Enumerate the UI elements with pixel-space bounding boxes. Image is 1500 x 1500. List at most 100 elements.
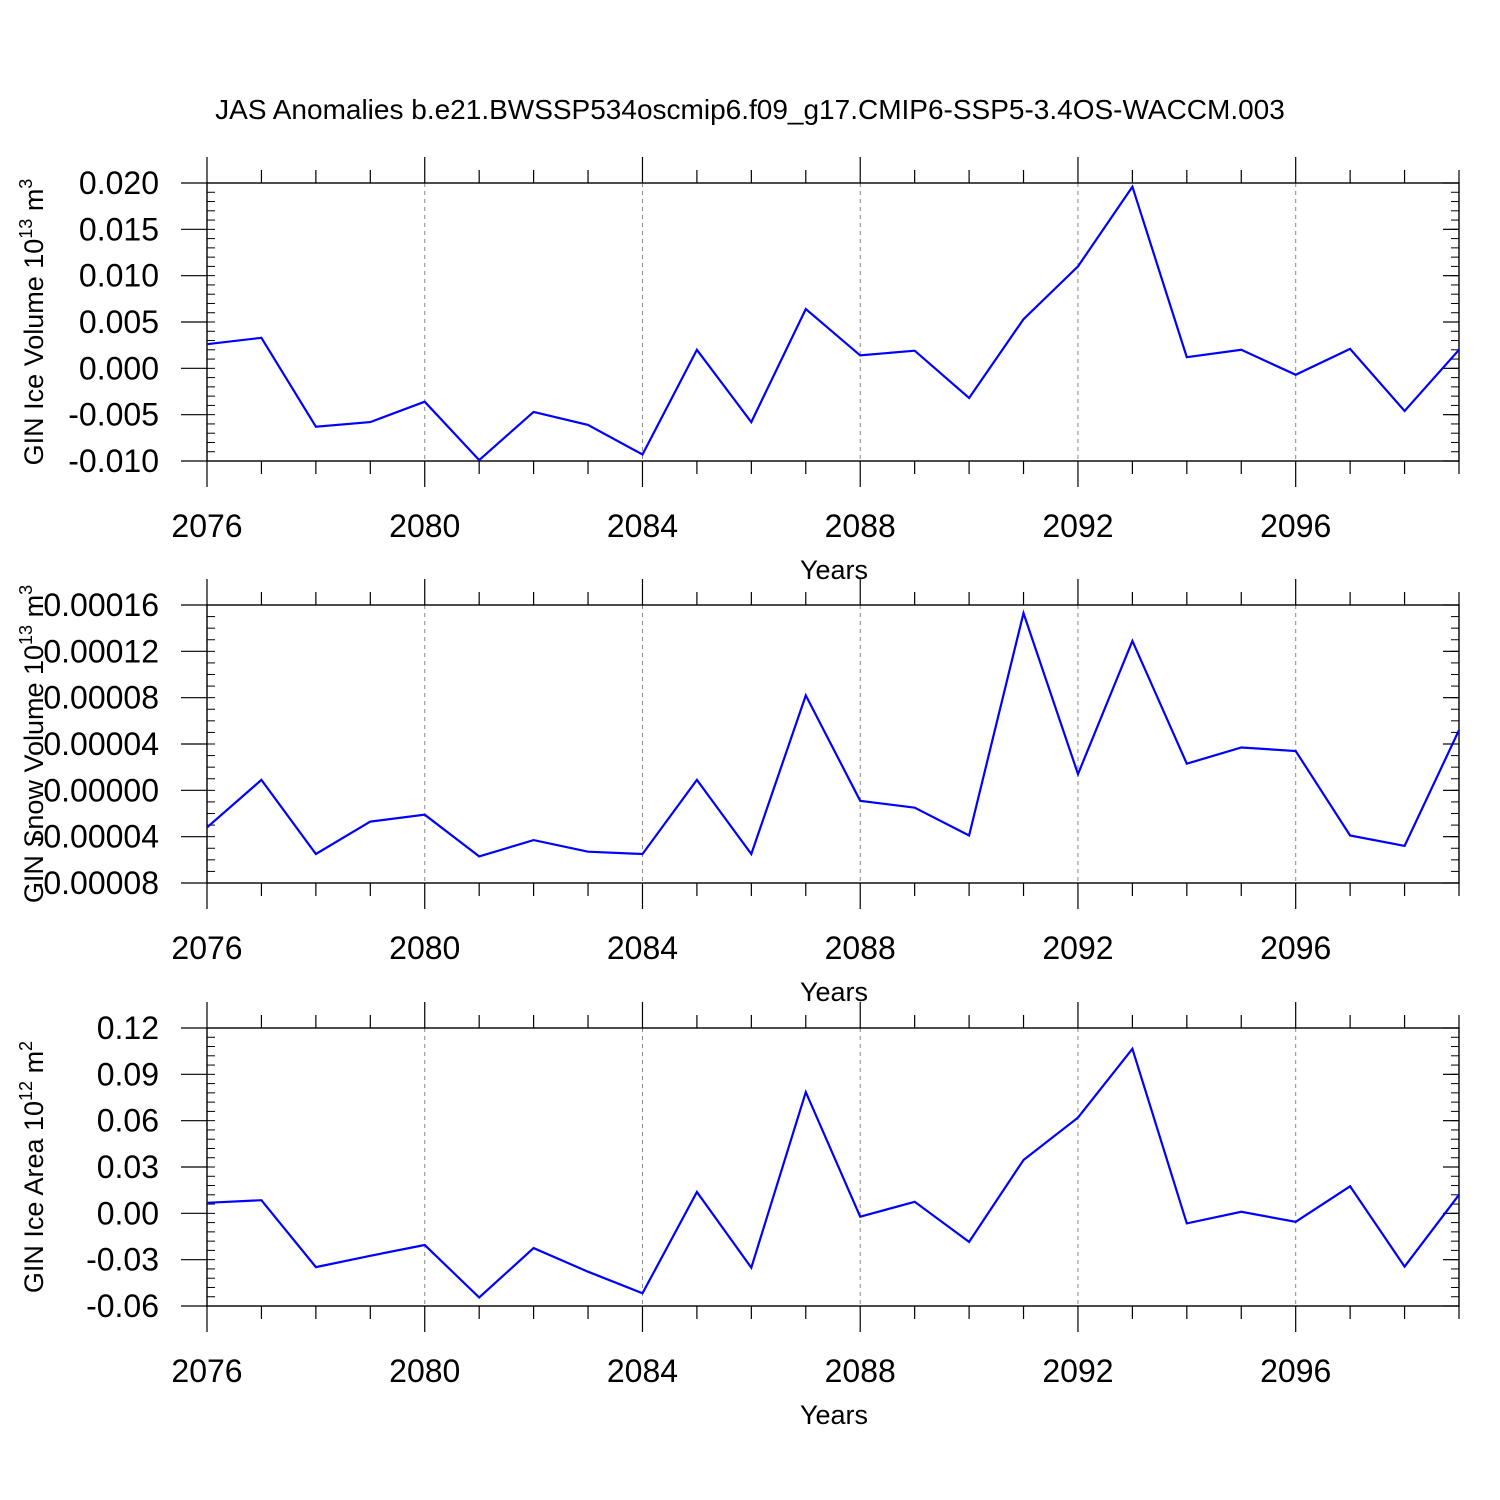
y-tick-label: -0.010 (68, 443, 159, 479)
x-tick-label: 2092 (1042, 930, 1113, 966)
x-tick-label: 2076 (171, 1353, 242, 1389)
x-tick-label: 2084 (607, 508, 678, 544)
data-point (1023, 1159, 1025, 1161)
data-point (696, 1191, 698, 1193)
data-point (260, 779, 262, 781)
data-point (805, 694, 807, 696)
data-point (206, 1202, 208, 1204)
data-point (206, 826, 208, 828)
data-point (750, 1267, 752, 1269)
x-axis-title: Years (800, 1400, 868, 1430)
data-point (260, 1199, 262, 1201)
y-tick-label: 0.00008 (43, 680, 159, 716)
data-point (1186, 356, 1188, 358)
data-point (1077, 265, 1079, 267)
data-point (1349, 348, 1351, 350)
data-point (424, 401, 426, 403)
series-line (206, 1046, 1460, 1300)
data-point (315, 426, 317, 428)
x-tick-label: 2080 (389, 508, 460, 544)
y-tick-label: 0.00004 (43, 726, 159, 762)
data-point (260, 337, 262, 339)
data-point (914, 350, 916, 352)
data-point (478, 855, 480, 857)
x-tick-label: 2088 (825, 508, 896, 544)
data-point (1240, 746, 1242, 748)
data-point (369, 1255, 371, 1257)
x-tick-label: 2088 (825, 930, 896, 966)
data-point (1295, 1221, 1297, 1223)
data-point (641, 454, 643, 456)
x-axis-title: Years (800, 977, 868, 1007)
y-tick-label: 0.000 (79, 350, 159, 386)
x-tick-label: 2076 (171, 930, 242, 966)
data-point (1240, 349, 1242, 351)
figure-title: JAS Anomalies b.e21.BWSSP534oscmip6.f09_… (215, 94, 1285, 125)
data-point (1458, 729, 1460, 731)
data-point (587, 424, 589, 426)
data-point (968, 1241, 970, 1243)
x-tick-label: 2080 (389, 1353, 460, 1389)
data-point (533, 1247, 535, 1249)
data-point (587, 1271, 589, 1273)
data-point (206, 343, 208, 345)
data-point (369, 821, 371, 823)
data-point (478, 1297, 480, 1299)
y-axis-title: GIN Ice Area 1012 m2 (16, 1041, 49, 1293)
y-tick-label: -0.005 (68, 397, 159, 433)
y-tick-label: 0.00 (97, 1195, 159, 1231)
data-point (478, 459, 480, 461)
data-point (1131, 640, 1133, 642)
data-point (859, 354, 861, 356)
data-point (1349, 1185, 1351, 1187)
series-line (206, 609, 1460, 858)
y-tick-label: 0.015 (79, 211, 159, 247)
x-tick-label: 2096 (1260, 508, 1331, 544)
x-tick-label: 2080 (389, 930, 460, 966)
data-point (1295, 750, 1297, 752)
y-tick-label: 0.03 (97, 1149, 159, 1185)
data-point (1023, 612, 1025, 614)
data-point (805, 308, 807, 310)
data-point (587, 851, 589, 853)
data-point (424, 1244, 426, 1246)
data-point (1404, 1266, 1406, 1268)
data-point (805, 1091, 807, 1093)
series-line (206, 184, 1460, 462)
data-point (750, 853, 752, 855)
data-point (1186, 763, 1188, 765)
data-point (1131, 186, 1133, 188)
data-point (641, 853, 643, 855)
y-tick-label: 0.06 (97, 1103, 159, 1139)
data-point (369, 421, 371, 423)
data-point (1404, 410, 1406, 412)
x-tick-label: 2092 (1042, 508, 1113, 544)
x-tick-label: 2088 (825, 1353, 896, 1389)
y-tick-label: 0.010 (79, 258, 159, 294)
chart-panel-1: 0.020 0.015 0.010 0.005 0.000 -0.005 -0.010 207… (16, 157, 1460, 585)
data-point (1077, 1117, 1079, 1119)
y-tick-label: 0.12 (97, 1010, 159, 1046)
data-point (1349, 835, 1351, 837)
plot-frame (206, 1027, 1460, 1307)
plot-frame (206, 604, 1460, 884)
data-point (968, 835, 970, 837)
x-tick-label: 2096 (1260, 1353, 1331, 1389)
data-point (315, 1266, 317, 1268)
x-tick-label: 2076 (171, 508, 242, 544)
data-point (533, 411, 535, 413)
data-point (914, 807, 916, 809)
data-point (1240, 1211, 1242, 1213)
y-tick-label: 0.00012 (43, 633, 159, 669)
data-point (696, 779, 698, 781)
data-point (1077, 773, 1079, 775)
data-point (750, 421, 752, 423)
y-tick-label: -0.03 (86, 1242, 159, 1278)
data-point (859, 1216, 861, 1218)
y-tick-label: 0.00016 (43, 587, 159, 623)
y-tick-label: 0.00000 (43, 772, 159, 808)
x-tick-label: 2096 (1260, 930, 1331, 966)
data-point (1458, 349, 1460, 351)
data-point (859, 800, 861, 802)
